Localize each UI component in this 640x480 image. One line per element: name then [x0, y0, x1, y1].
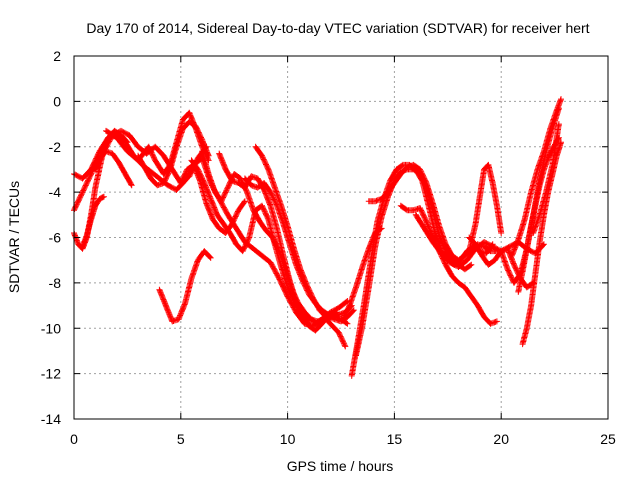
x-tick-label: 0: [70, 431, 78, 447]
y-axis-ticks: 2 0 -2 -4 -6 -8 -10 -12 -14: [41, 48, 608, 427]
series-arc23: [466, 161, 505, 255]
series-arc7: [135, 118, 212, 189]
series-markers: [508, 96, 564, 259]
y-tick-label: 2: [53, 48, 61, 64]
y-tick-label: -12: [41, 366, 61, 382]
series-markers: [79, 193, 107, 250]
y-tick-label: -6: [49, 230, 62, 246]
x-tick-label: 10: [280, 431, 296, 447]
series-markers: [156, 248, 214, 325]
y-tick-label: -4: [49, 184, 62, 200]
series-arc25: [508, 96, 564, 259]
series-markers: [515, 134, 562, 295]
x-tick-label: 15: [387, 431, 403, 447]
data-points: [71, 96, 564, 379]
y-tick-label: -2: [49, 139, 62, 155]
x-axis-label: GPS time / hours: [287, 458, 394, 474]
chart-title: Day 170 of 2014, Sidereal Day-to-day VTE…: [86, 20, 589, 36]
x-tick-label: 25: [600, 431, 616, 447]
series-arc15: [156, 248, 214, 325]
series-markers: [241, 175, 351, 327]
series-markers: [466, 161, 505, 255]
series-markers: [135, 118, 212, 189]
y-tick-label: -8: [49, 275, 62, 291]
series-arc26: [515, 134, 562, 295]
x-tick-label: 20: [493, 431, 509, 447]
x-tick-label: 5: [177, 431, 185, 447]
y-axis-label: SDTVAR / TECUs: [6, 181, 22, 293]
y-tick-label: -14: [41, 411, 61, 427]
series-markers: [530, 121, 562, 236]
y-tick-label: -10: [41, 320, 61, 336]
series-arc14: [241, 175, 351, 327]
y-tick-label: 0: [53, 93, 61, 109]
x-axis-ticks: 0 5 10 15 20 25: [70, 56, 616, 447]
series-arc4: [79, 193, 107, 250]
series-arc28: [530, 121, 562, 236]
